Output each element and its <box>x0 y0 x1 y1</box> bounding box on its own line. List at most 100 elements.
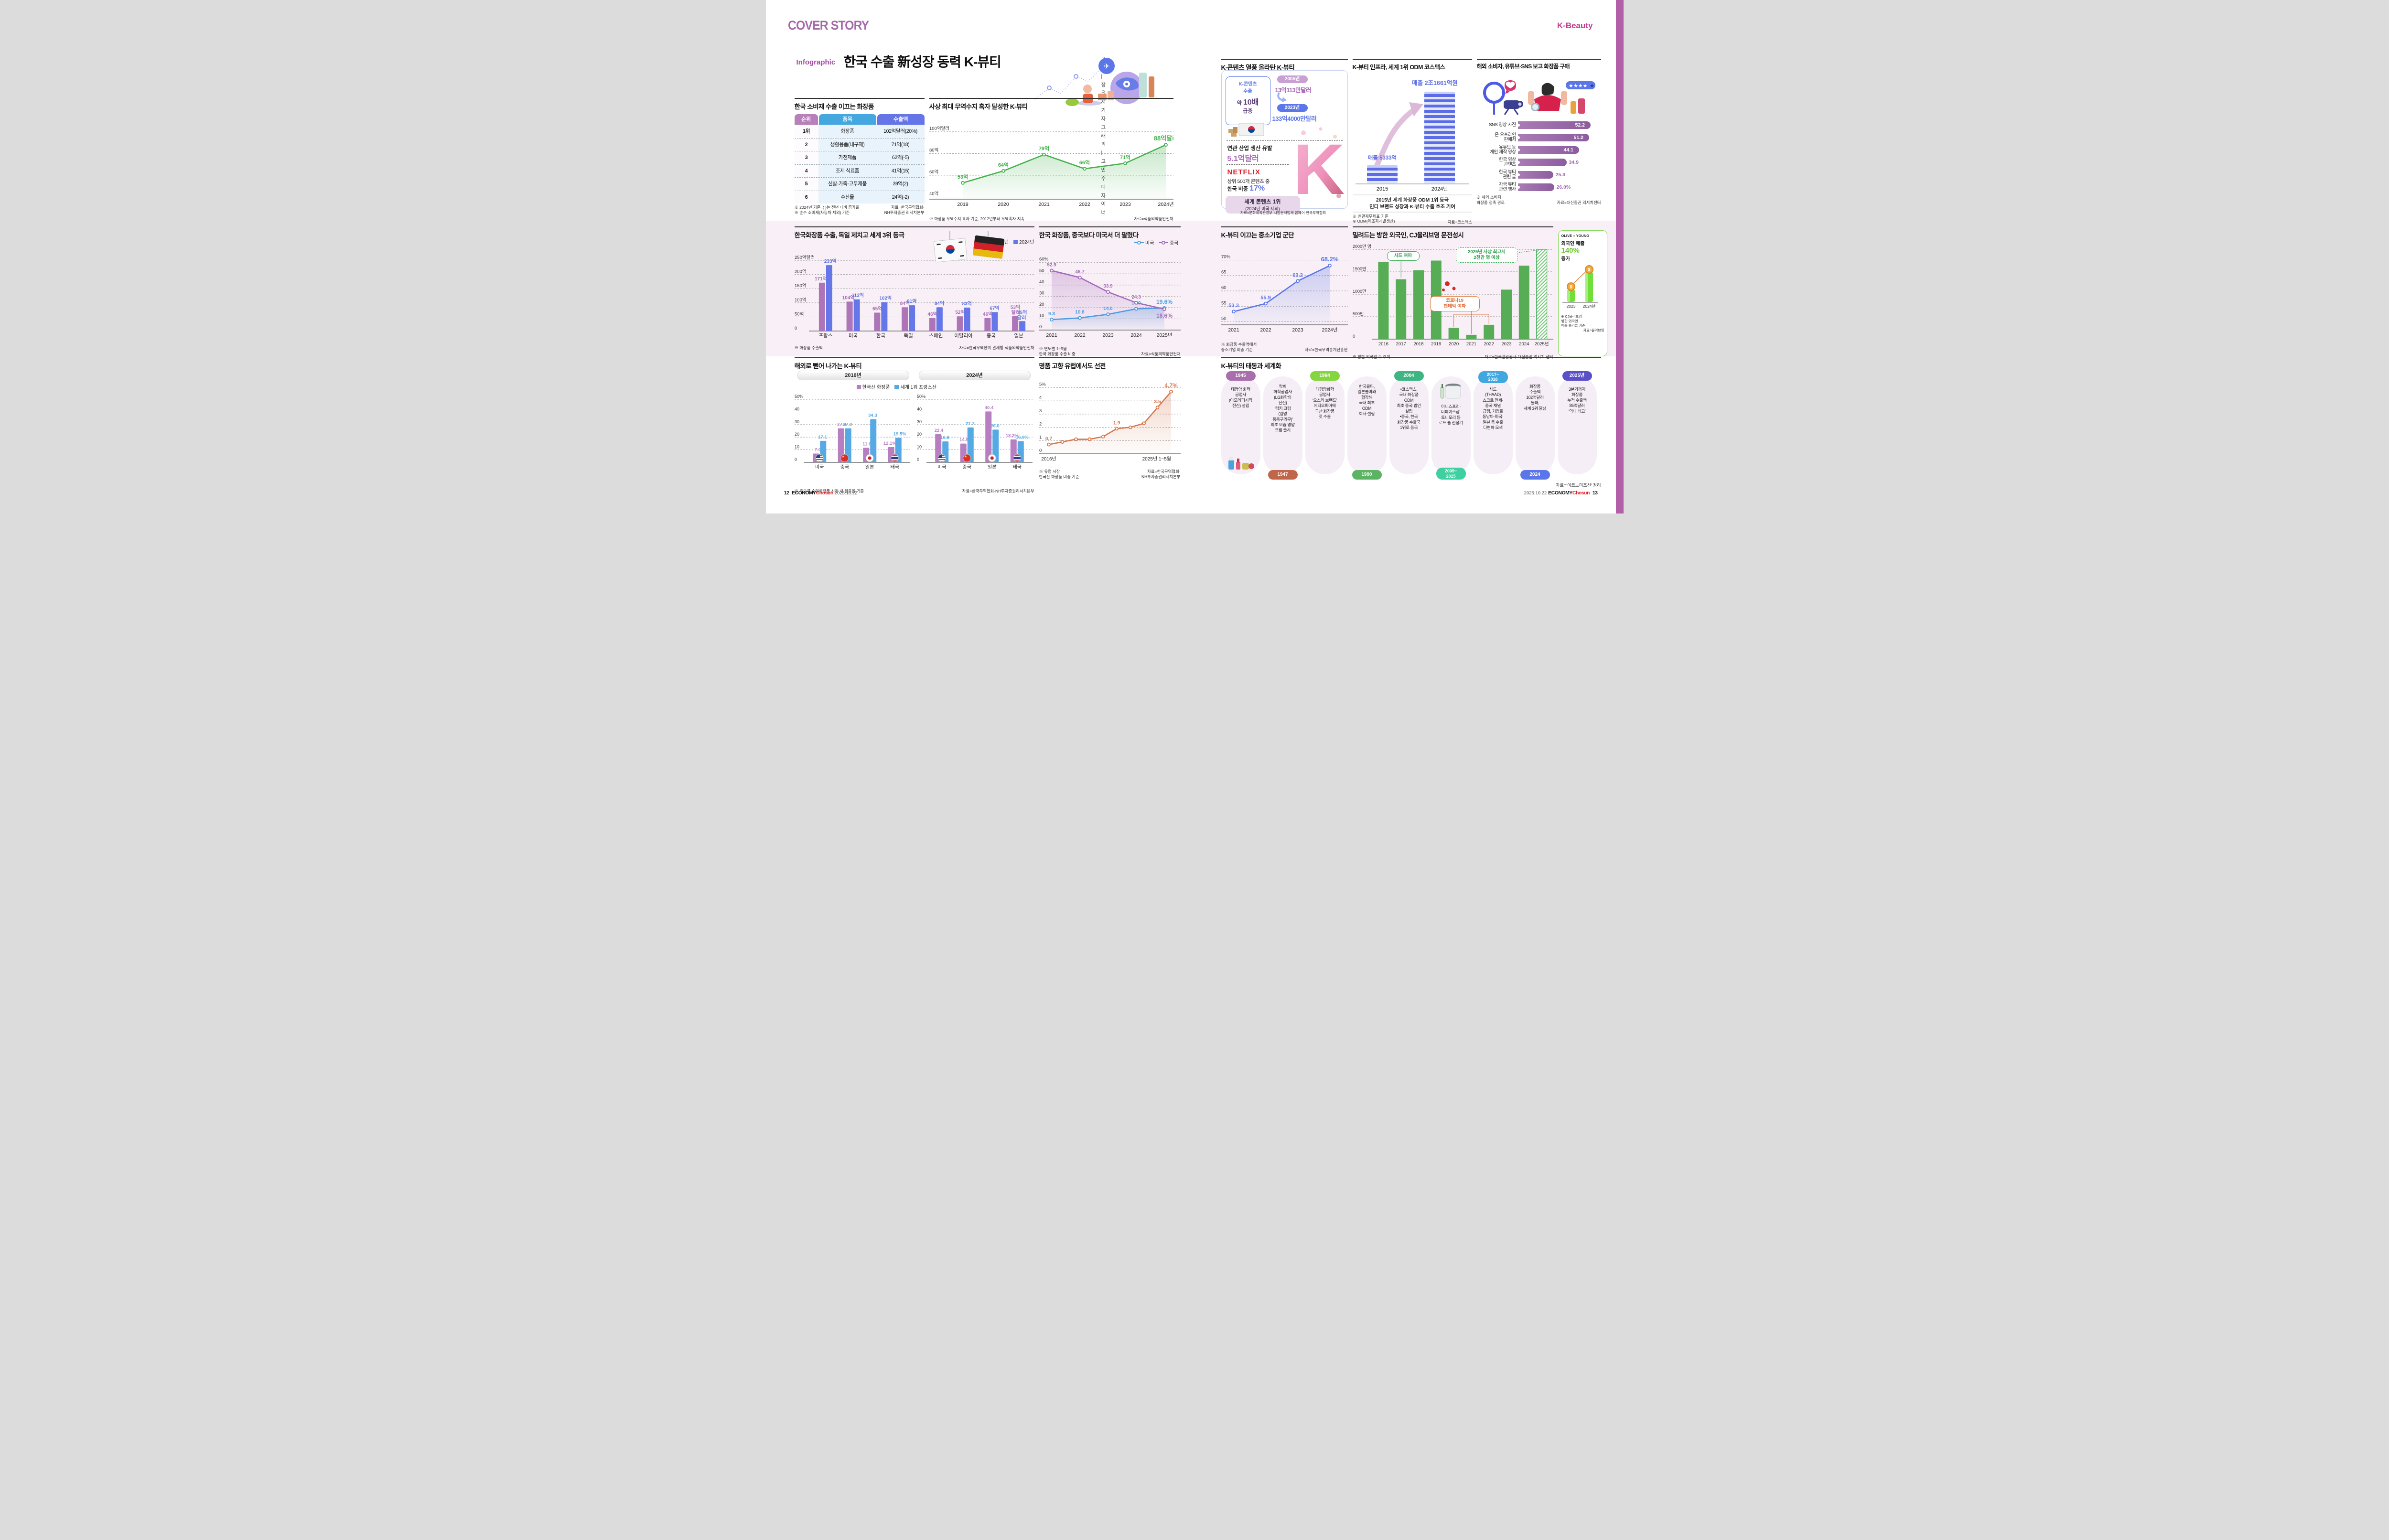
sns-row: 유튜브 등 개인 제작 영상 44.1 <box>1477 144 1601 156</box>
bar <box>853 299 860 331</box>
table-note: ※ 2024년 기준, ( )는 전년 대비 증가율 ※ 순수 소비재(자동차 … <box>794 205 860 215</box>
chart-label: ★ <box>964 454 967 459</box>
stack-layer <box>1424 102 1455 105</box>
data-line <box>1233 265 1330 312</box>
y-tick-label: 30 <box>1039 290 1044 296</box>
coin-icon <box>1584 265 1593 274</box>
table-cell: 4 <box>794 164 818 177</box>
chart-source: 자료=올리브영 <box>1583 328 1604 333</box>
timeline-year-badge: 2017~ 2018 <box>1478 371 1508 383</box>
value-label: 35억 달러 <box>1017 310 1027 321</box>
chart-canvas: 매출 5333억 매출 2조1661억원 2015 2024년 2015년 세계 화장품… <box>1352 79 1472 225</box>
section-us-china-share: 한국 화장품, 중국보다 미국서 더 팔렸다 미국 중국 60% 50 40 30 20… <box>1039 226 1181 357</box>
timeline-item: 1945 태평양 화학 공업사 (아모레퍼시픽 전신) 설립 <box>1221 371 1260 474</box>
category-label: 한국 뷰티 관련 글 <box>1499 169 1516 180</box>
timeline-text: 태평양 화학 공업사 (아모레퍼시픽 전신) 설립 <box>1229 387 1252 408</box>
olive-logo: OLIVE <box>1561 234 1572 238</box>
value-label: 66억 <box>1079 160 1089 166</box>
annotation-bubble: 2025년 사상 최고치 2천만 명 예상 <box>1455 247 1518 263</box>
value-label: 64억 <box>998 162 1008 168</box>
table-cell: 24억(-2) <box>876 191 925 203</box>
x-tick-label: 2021 <box>1466 342 1476 347</box>
stack-layer <box>1424 128 1455 131</box>
svg-text:K: K <box>1293 129 1345 206</box>
value-label: 67억 <box>990 305 999 311</box>
value-label: 1.9 <box>1113 420 1120 426</box>
section-title: 밀려드는 방한 외국인, CJ올리브영 문전성시 <box>1352 232 1464 239</box>
value-label: 매출 2조1661억원 <box>1412 79 1458 86</box>
world-first-box: 세계 콘텐츠 1위 (2024년 미국 제외) <box>1225 196 1300 214</box>
issue-date: 2025.10.22 <box>1524 491 1547 496</box>
rank-table: 순위 품목 수출액 1위 화장품 102억달러(20%) 2 생활용품(내구재) 71억(18)… <box>794 114 925 203</box>
x-tick-label: 2023 <box>1102 332 1114 338</box>
bar-dot-icon <box>1517 161 1520 164</box>
stack-layer <box>1424 165 1455 168</box>
value-label: 52.9 <box>1047 262 1056 267</box>
chart-source: 자료=한국무역협회·NH투자증권리서치본부 <box>962 489 1034 493</box>
bar <box>1413 270 1424 339</box>
divider <box>1226 140 1343 141</box>
k-letter-icon: K <box>1293 127 1345 206</box>
value-label: 18.2% <box>1005 433 1018 438</box>
table-cell: 생활용품(내구재) <box>818 138 877 151</box>
data-point <box>1001 169 1005 173</box>
stack-layer <box>1424 173 1455 176</box>
table-source: 자료=한국무역협회· NH투자증권 리서치본부 <box>884 205 925 215</box>
bar <box>1501 289 1512 339</box>
issue-date: 2025.10.22 <box>834 491 858 496</box>
timeline-source: 자료=‘이코노미조선’ 정리 <box>1556 483 1601 488</box>
section-rule <box>794 98 925 99</box>
y-tick-label: 50 <box>1039 268 1044 273</box>
section-title: 한국 소비재 수출 이끄는 화장품 <box>794 103 874 110</box>
trade-surplus-chart: 100억달러 80억 60억 40억 2019 2020 2021 2022 2023 2024년… <box>929 114 1178 215</box>
data-line <box>962 144 1166 184</box>
value-label: 171억 <box>814 276 827 282</box>
table-cell: 신발·가죽·고무제품 <box>818 178 877 191</box>
area-fill <box>962 145 1166 199</box>
panel-title-2024: 2024년 <box>918 371 1031 380</box>
chart-label: $ <box>1570 285 1572 289</box>
y-tick-label: 20 <box>1039 302 1044 307</box>
sns-illustration-icon: ★★★★ ★ <box>1483 80 1595 115</box>
x-tick-label: 2019 <box>957 202 969 207</box>
y-tick-label: 0 <box>1039 448 1042 453</box>
y-tick-label: 40억 <box>929 191 938 196</box>
bar <box>873 312 880 331</box>
section-world-exports: 한국화장품 수출, 독일 제치고 세계 3위 등극 2019년 2024년 25… <box>794 226 1034 351</box>
bar <box>1448 328 1459 339</box>
value-label: 27.0 <box>843 422 852 428</box>
bottle-icon <box>1570 101 1576 114</box>
timeline-text: 태평양화학 공업사 ‘오스카 브랜드’ 에티오피아에 국산 화장품 첫 수출 <box>1312 387 1337 419</box>
brand-logo-accent: Chosun <box>1572 490 1590 496</box>
y-tick-label: 60 <box>1221 285 1227 290</box>
data-point <box>1231 310 1236 314</box>
induced-value: 5.1억달러 <box>1227 155 1259 163</box>
x-tick-label: 2023 <box>1119 202 1131 207</box>
bar <box>1518 266 1529 339</box>
stack-top <box>1424 92 1455 94</box>
bar <box>964 307 970 331</box>
y-tick-label: 40 <box>1039 279 1044 285</box>
category-label: 일본 <box>988 464 996 470</box>
x-tick-label: 2025년 <box>1156 332 1172 338</box>
flag-th-icon <box>891 454 899 462</box>
bar-dot-icon <box>1517 149 1520 151</box>
legend: 한국산 화장품 세계 1위 프랑스산 <box>856 383 936 390</box>
annotation-bubble: 사드 여파 <box>1387 251 1420 261</box>
area-fill <box>1051 270 1164 330</box>
category-label: 한국 영상 콘텐츠 <box>1499 157 1516 167</box>
x-tick-label: 2025년 1~5월 <box>1142 456 1171 462</box>
page-edge-strip <box>1615 0 1624 513</box>
x-tick-label: 2022 <box>1484 342 1494 347</box>
data-point <box>1042 152 1046 157</box>
data-point <box>1163 143 1168 147</box>
category-label: 중국 <box>962 464 971 470</box>
flag-cn-icon: ★ <box>963 454 971 462</box>
data-point <box>1114 427 1119 431</box>
bubble-line: K-콘텐츠 <box>1238 82 1257 87</box>
annotation-bubble: 코로나19 팬데믹 여파 <box>1430 296 1480 311</box>
value-label: 112억 <box>851 293 863 299</box>
area-fill <box>1048 391 1171 454</box>
x-tick-label: 2020 <box>1449 342 1459 347</box>
value-label: 46억 <box>983 311 992 317</box>
